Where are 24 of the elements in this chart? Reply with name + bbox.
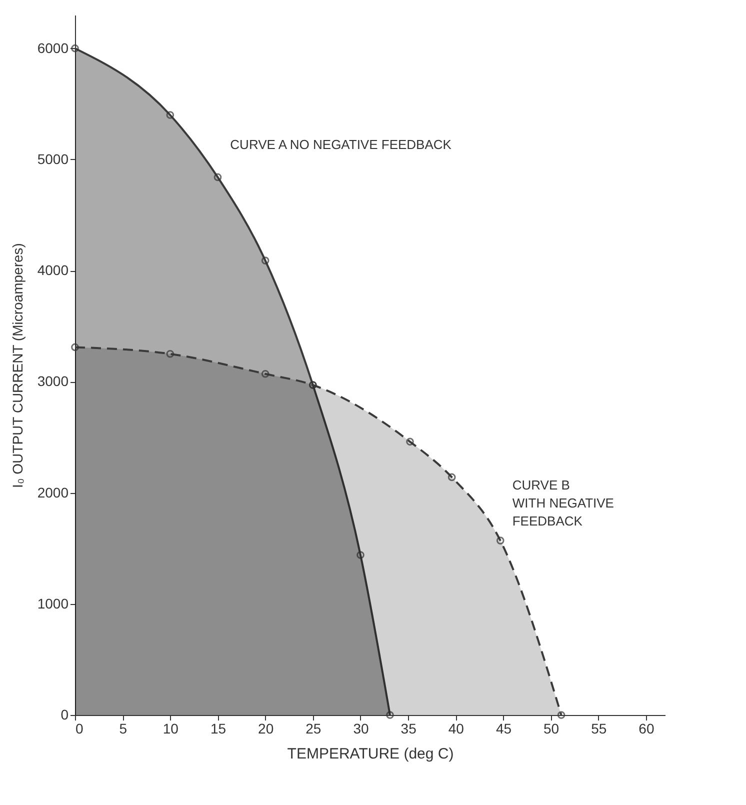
x-tick-label: 5 (119, 720, 128, 736)
x-tick-label: 60 (638, 720, 654, 736)
x-tick-label: 25 (306, 720, 322, 736)
x-tick-label: 20 (258, 720, 274, 736)
y-tick-label: 5000 (37, 150, 69, 167)
x-tick-label: 40 (448, 720, 464, 736)
x-tick-label: 30 (353, 720, 369, 736)
y-tick-label: 2000 (37, 484, 69, 500)
y-axis-title: I₀ OUTPUT CURRENT (Microamperes) (9, 243, 26, 488)
y-tick-label: 4000 (37, 262, 69, 278)
x-axis-title: TEMPERATURE (deg C) (287, 746, 454, 762)
x-tick-label: 0 (76, 720, 84, 736)
y-tick-label: 3000 (37, 373, 69, 390)
x-tick-label: 10 (162, 720, 179, 736)
x-tick-label: 35 (400, 720, 417, 736)
x-tick-label: 50 (544, 720, 560, 736)
series-label: CURVE A NO NEGATIVE FEEDBACK (230, 137, 452, 152)
x-tick-label: 45 (496, 720, 512, 736)
y-tick-label: 6000 (37, 40, 69, 56)
y-tick-label: 0 (60, 706, 69, 722)
x-tick-label: 15 (210, 720, 226, 736)
series-label: CURVE B WITH NEGATIVE FEEDBACK (512, 478, 614, 529)
y-tick-label: 1000 (37, 595, 69, 612)
x-tick-label: 55 (591, 720, 607, 736)
